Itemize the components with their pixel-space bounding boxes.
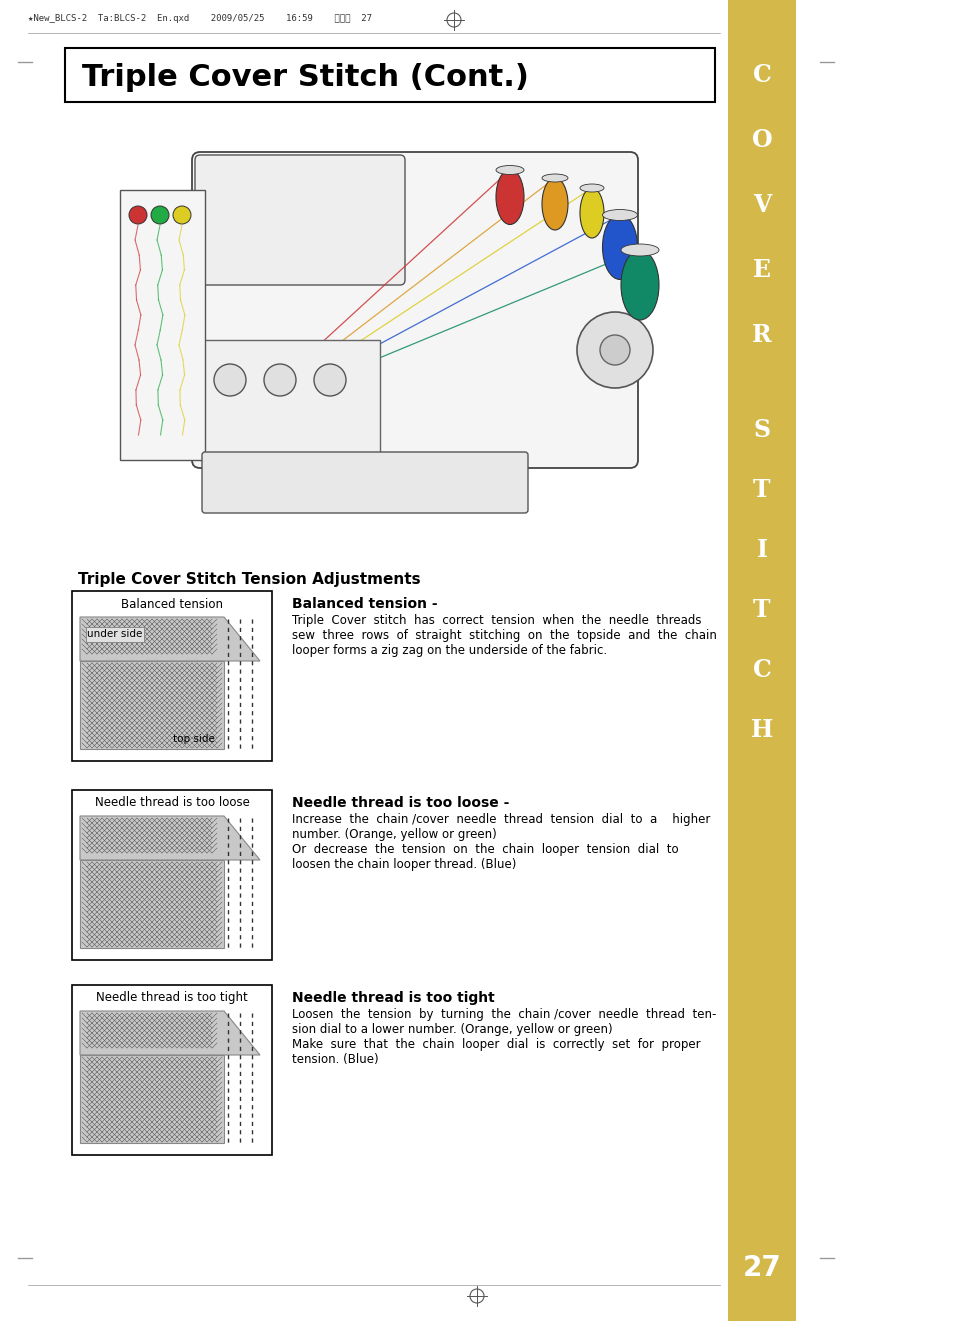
Circle shape [129, 206, 147, 225]
Text: Triple Cover Stitch (Cont.): Triple Cover Stitch (Cont.) [82, 62, 528, 91]
Text: ★New_BLCS-2  Ta:BLCS-2  En.qxd    2009/05/25    16:59    ページ  27: ★New_BLCS-2 Ta:BLCS-2 En.qxd 2009/05/25 … [28, 15, 372, 22]
Ellipse shape [541, 178, 567, 230]
Text: loosen the chain looper thread. (Blue): loosen the chain looper thread. (Blue) [292, 859, 516, 871]
Text: under side: under side [88, 629, 143, 639]
Text: E: E [752, 258, 770, 281]
Circle shape [577, 312, 652, 388]
Circle shape [213, 365, 246, 396]
FancyBboxPatch shape [192, 152, 638, 468]
Text: T: T [753, 478, 770, 502]
Circle shape [264, 365, 295, 396]
Text: S: S [753, 417, 770, 443]
FancyBboxPatch shape [202, 452, 527, 513]
Text: H: H [750, 719, 772, 742]
Bar [120, 190, 205, 460]
Text: Loosen  the  tension  by  turning  the  chain /cover  needle  thread  ten-: Loosen the tension by turning the chain … [292, 1008, 716, 1021]
Text: sion dial to a lower number. (Orange, yellow or green): sion dial to a lower number. (Orange, ye… [292, 1022, 612, 1036]
Text: looper forms a zig zag on the underside of the fabric.: looper forms a zig zag on the underside … [292, 645, 606, 657]
Bar [200, 339, 379, 460]
Text: number. (Orange, yellow or green): number. (Orange, yellow or green) [292, 828, 497, 841]
Text: Needle thread is too loose -: Needle thread is too loose - [292, 797, 509, 810]
Text: Or  decrease  the  tension  on  the  chain  looper  tension  dial  to: Or decrease the tension on the chain loo… [292, 843, 678, 856]
Text: Triple Cover Stitch Tension Adjustments: Triple Cover Stitch Tension Adjustments [78, 572, 420, 587]
Circle shape [172, 206, 191, 225]
Polygon shape [80, 860, 224, 948]
Circle shape [314, 365, 346, 396]
Ellipse shape [579, 188, 603, 238]
Text: R: R [751, 324, 771, 347]
Text: sew  three  rows  of  straight  stitching  on  the  topside  and  the  chain: sew three rows of straight stitching on … [292, 629, 716, 642]
Text: Triple  Cover  stitch  has  correct  tension  when  the  needle  threads: Triple Cover stitch has correct tension … [292, 614, 700, 627]
Ellipse shape [602, 214, 637, 280]
Ellipse shape [496, 169, 523, 225]
Polygon shape [80, 816, 260, 860]
Text: Balanced tension: Balanced tension [121, 597, 223, 610]
Polygon shape [80, 617, 260, 660]
Ellipse shape [579, 184, 603, 192]
Text: tension. (Blue): tension. (Blue) [292, 1053, 378, 1066]
Polygon shape [80, 1055, 224, 1143]
Polygon shape [80, 1011, 260, 1055]
Bar [727, 0, 795, 1321]
Ellipse shape [602, 210, 637, 221]
FancyBboxPatch shape [194, 155, 405, 285]
Text: top side: top side [172, 734, 214, 744]
Bar [65, 48, 714, 102]
Text: 27: 27 [741, 1254, 781, 1281]
Bar [86, 627, 144, 642]
Ellipse shape [620, 250, 659, 320]
Circle shape [151, 206, 169, 225]
Text: V: V [752, 193, 770, 217]
Text: T: T [753, 598, 770, 622]
Text: O: O [751, 128, 772, 152]
Text: Make  sure  that  the  chain  looper  dial  is  correctly  set  for  proper: Make sure that the chain looper dial is … [292, 1038, 700, 1052]
Ellipse shape [541, 174, 567, 182]
Text: Needle thread is too loose: Needle thread is too loose [94, 797, 249, 810]
Text: C: C [752, 658, 771, 682]
Text: Balanced tension -: Balanced tension - [292, 597, 437, 612]
Text: I: I [756, 538, 767, 561]
Text: Needle thread is too tight: Needle thread is too tight [96, 992, 248, 1004]
Text: Increase  the  chain /cover  needle  thread  tension  dial  to  a    higher: Increase the chain /cover needle thread … [292, 812, 710, 826]
Text: Needle thread is too tight: Needle thread is too tight [292, 991, 495, 1005]
Bar [71, 790, 272, 960]
Ellipse shape [496, 165, 523, 174]
Circle shape [599, 336, 629, 365]
Bar [71, 590, 272, 761]
Ellipse shape [620, 244, 659, 256]
Bar [71, 985, 272, 1155]
Polygon shape [80, 660, 224, 749]
Text: C: C [752, 63, 771, 87]
